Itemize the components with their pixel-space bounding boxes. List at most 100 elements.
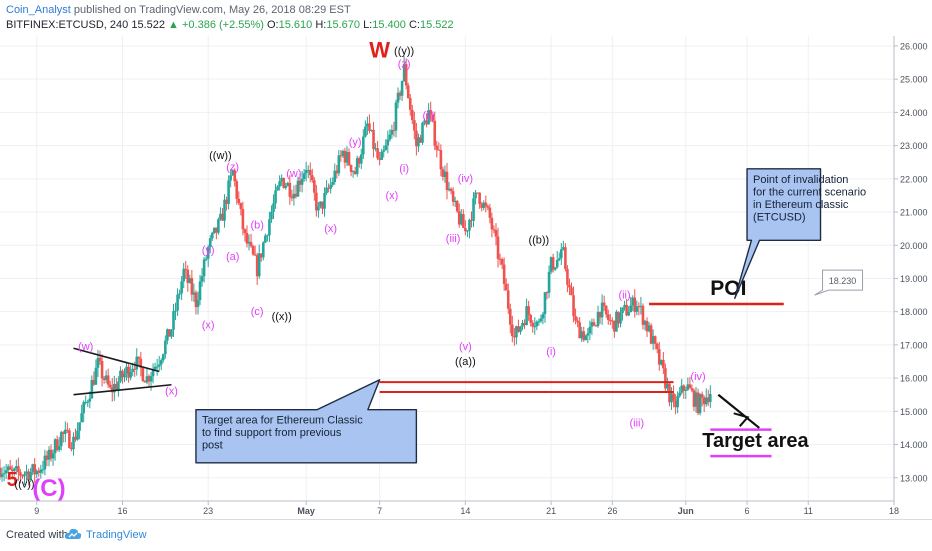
candle-up [96,357,100,368]
candle-down [378,158,381,160]
price-tag-value: 18.230 [829,276,857,286]
candle-up [217,219,220,233]
candle-down [255,255,259,277]
candle-down [464,227,467,232]
price-axis-label: 17.000 [900,340,928,350]
candle-up [125,366,128,374]
candle-down [462,214,465,228]
candle-up [155,366,159,368]
candle-up [482,202,486,208]
candle-down [527,306,530,315]
wave-label: ((x)) [272,311,292,323]
candle-down [127,366,130,378]
candle-down [566,268,569,285]
candle-up [629,305,632,313]
candle-up [560,249,563,259]
candle-up [631,297,635,306]
wave-label: (iv) [458,173,473,185]
candle-down [439,150,443,170]
candle-up [6,466,10,471]
callout-text-line: post [202,440,223,452]
candle-up [584,335,588,341]
candle-down [10,469,14,472]
price-axis-label: 19.000 [900,274,928,284]
candle-up [447,188,451,191]
candle-down [613,320,616,332]
candle-up [166,329,169,341]
candle-down [8,466,12,470]
time-axis-label: 11 [804,506,813,516]
candle-up [2,473,6,475]
candle-down [404,64,408,86]
candle-down [108,384,112,388]
candle-down [604,305,608,315]
candle-down [141,367,145,382]
price-tag-box [814,269,864,296]
candle-up [474,192,477,199]
author-link[interactable]: Coin_Analyst [6,4,71,16]
candle-down [70,447,73,450]
candle-up [278,181,281,187]
candle-down [688,384,692,389]
candle-down [470,219,473,221]
wave-label: (ii) [423,110,435,122]
tradingview-brand[interactable]: TradingView [86,529,147,541]
candle-up [537,321,541,323]
candle-down [343,150,347,163]
candle-down [241,209,245,230]
candle-up [698,394,702,414]
candle-up [227,180,230,204]
price-axis-label: 15.000 [900,407,928,417]
candle-up [25,471,28,475]
candle-down [637,306,641,308]
candle-up [180,281,183,294]
candle-down [315,192,318,211]
candle-down [398,92,402,96]
candle-up [388,134,392,140]
candle-down [502,264,506,284]
candle-down [347,152,351,166]
candle-up [562,247,565,250]
candle-up [466,230,469,232]
candle-down [321,201,324,209]
candle-up [15,466,18,469]
wave-label: (x) [385,190,398,202]
candle-down [137,356,141,359]
candle-down [168,329,171,337]
price-axis-label: 21.000 [900,208,928,218]
published-text: published on TradingView.com, May 26, 20… [73,4,351,16]
candle-up [174,310,177,312]
close-label: C: [408,19,420,31]
candle-up [331,182,334,185]
price-chart[interactable]: POI 18.230 Target area Target area for Ethe… [0,36,932,519]
candle-down [0,467,2,477]
candle-down [480,204,483,208]
wave-label: ((a)) [455,356,476,368]
candle-up [151,369,155,377]
candle-up [12,468,16,472]
target-arrow-head [733,412,750,427]
created-with-text: Created with [6,529,68,541]
candle-up [329,184,332,189]
callout-text-line: (ETCUSD) [753,211,806,223]
wave-label: (iv) [690,371,705,383]
candle-up [541,314,545,319]
candle-up [0,474,4,477]
candle-down [570,287,573,296]
candle-down [633,297,637,312]
candle-down [523,322,526,326]
candle-up [272,203,275,212]
candle-up [64,429,67,434]
candle-down [253,254,257,256]
candle-down [574,316,577,321]
wave-label: 5 [7,469,18,491]
candle-up [521,322,524,327]
candle-up [317,206,320,211]
candle-up [549,257,553,272]
candle-down [298,180,302,185]
candle-down [625,304,628,316]
candle-down [431,114,435,121]
candle-up [557,258,561,261]
candle-up [333,170,337,183]
callout-text-line: to find support from previous [202,427,342,439]
